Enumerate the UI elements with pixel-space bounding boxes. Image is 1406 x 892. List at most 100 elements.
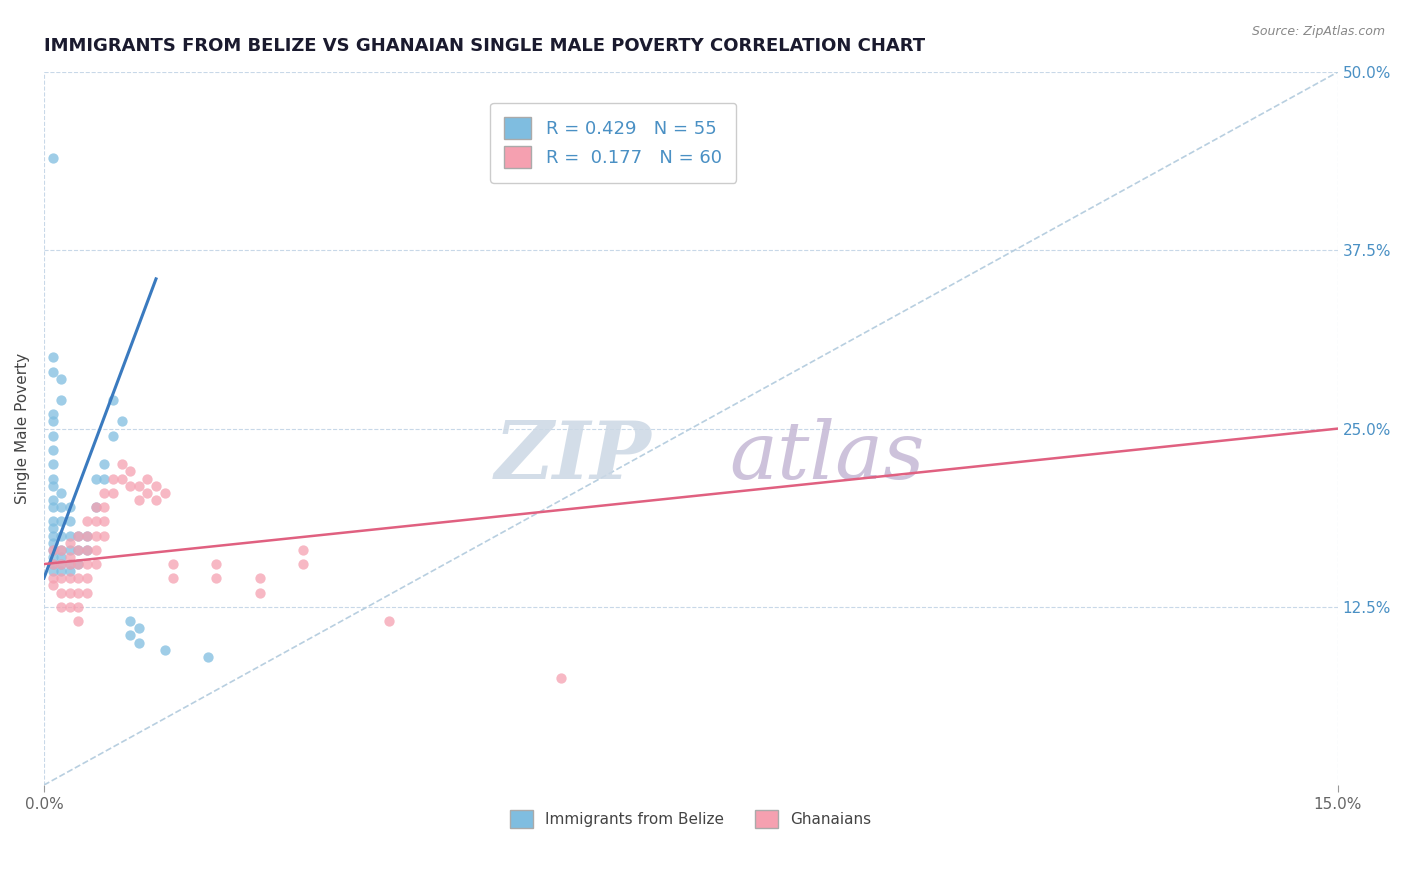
Point <box>41 571 63 585</box>
Point <box>49 485 72 500</box>
Point <box>145 492 167 507</box>
Point <box>76 514 98 528</box>
Point <box>59 535 82 549</box>
Point <box>67 599 90 614</box>
Point <box>59 564 82 578</box>
Point <box>49 372 72 386</box>
Point <box>136 471 159 485</box>
Point <box>76 528 98 542</box>
Y-axis label: Single Male Poverty: Single Male Poverty <box>15 353 30 504</box>
Point <box>41 457 63 471</box>
Point <box>162 571 184 585</box>
Point <box>197 649 219 664</box>
Point <box>41 564 63 578</box>
Point <box>93 514 115 528</box>
Point <box>128 621 150 635</box>
Point <box>120 478 142 492</box>
Point <box>205 557 228 571</box>
Point <box>59 585 82 599</box>
Point <box>41 521 63 535</box>
Point <box>67 557 90 571</box>
Point <box>93 500 115 514</box>
Point <box>41 542 63 557</box>
Point <box>41 492 63 507</box>
Point <box>67 528 90 542</box>
Point <box>41 557 63 571</box>
Point <box>49 542 72 557</box>
Point <box>67 557 90 571</box>
Point <box>128 635 150 649</box>
Point <box>49 393 72 408</box>
Point <box>93 471 115 485</box>
Point <box>41 514 63 528</box>
Point <box>41 535 63 549</box>
Point <box>59 542 82 557</box>
Point <box>101 429 124 443</box>
Point <box>550 671 572 685</box>
Point <box>49 599 72 614</box>
Point <box>41 351 63 365</box>
Point <box>110 471 132 485</box>
Point <box>162 557 184 571</box>
Point <box>67 542 90 557</box>
Point <box>84 514 107 528</box>
Point <box>101 471 124 485</box>
Point <box>49 549 72 564</box>
Point <box>49 571 72 585</box>
Point <box>59 557 82 571</box>
Point <box>59 500 82 514</box>
Point <box>120 614 142 628</box>
Text: ZIP: ZIP <box>495 418 652 496</box>
Point <box>49 528 72 542</box>
Point <box>84 557 107 571</box>
Point <box>84 471 107 485</box>
Point <box>128 478 150 492</box>
Point <box>49 557 72 571</box>
Point <box>59 528 82 542</box>
Point <box>41 471 63 485</box>
Text: atlas: atlas <box>730 418 925 496</box>
Point <box>59 549 82 564</box>
Point <box>59 599 82 614</box>
Point <box>84 500 107 514</box>
Point <box>41 528 63 542</box>
Point <box>249 585 271 599</box>
Point <box>49 557 72 571</box>
Point <box>59 571 82 585</box>
Point <box>84 500 107 514</box>
Point <box>128 492 150 507</box>
Point <box>84 542 107 557</box>
Point <box>67 571 90 585</box>
Point <box>378 614 401 628</box>
Point <box>67 585 90 599</box>
Point <box>67 528 90 542</box>
Point <box>41 578 63 592</box>
Point <box>41 151 63 165</box>
Point <box>49 514 72 528</box>
Point <box>76 542 98 557</box>
Point <box>41 542 63 557</box>
Point <box>120 628 142 642</box>
Point <box>49 564 72 578</box>
Point <box>49 542 72 557</box>
Point <box>153 642 176 657</box>
Point <box>136 485 159 500</box>
Point <box>76 542 98 557</box>
Point <box>110 415 132 429</box>
Point <box>67 614 90 628</box>
Point <box>41 415 63 429</box>
Point <box>76 585 98 599</box>
Point <box>93 457 115 471</box>
Point <box>110 457 132 471</box>
Point <box>153 485 176 500</box>
Point <box>145 478 167 492</box>
Text: IMMIGRANTS FROM BELIZE VS GHANAIAN SINGLE MALE POVERTY CORRELATION CHART: IMMIGRANTS FROM BELIZE VS GHANAIAN SINGL… <box>44 37 925 55</box>
Point <box>41 442 63 457</box>
Point <box>67 542 90 557</box>
Point <box>59 514 82 528</box>
Point <box>41 549 63 564</box>
Point <box>120 464 142 478</box>
Point <box>84 528 107 542</box>
Point <box>101 393 124 408</box>
Point <box>291 542 314 557</box>
